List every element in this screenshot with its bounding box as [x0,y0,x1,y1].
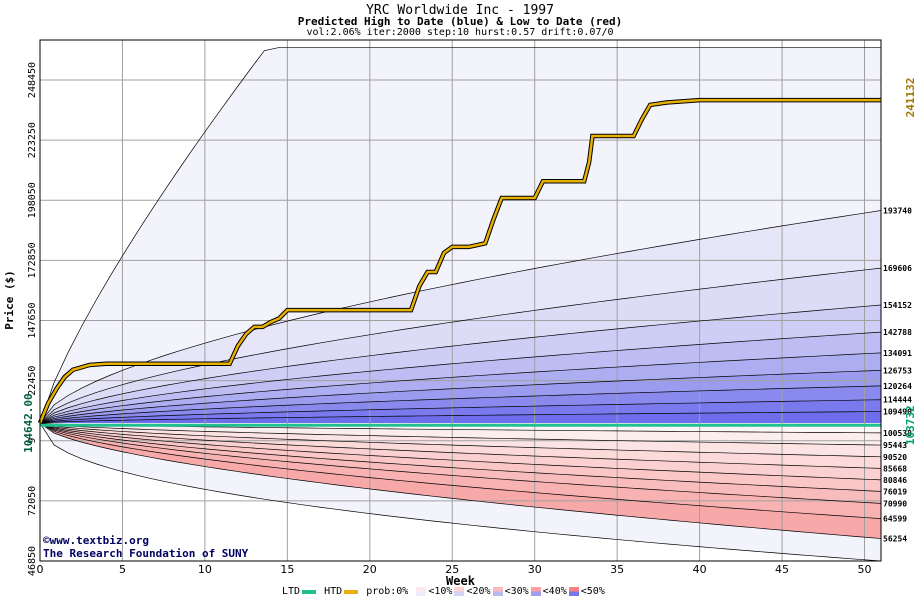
y-axis-label: Price ($) [3,270,16,330]
legend-prob-item: <10% [428,586,453,597]
x-tick-label: 25 [445,563,459,576]
legend-ltd-label: LTD [282,586,301,598]
percentile-label: 154152 [883,301,912,310]
percentile-label: 56254 [883,535,907,544]
percentile-label: 193740 [883,207,912,216]
plot-frame [39,39,882,562]
x-tick-label: 45 [775,563,789,576]
y-tick-label: 9 [27,438,38,444]
legend-prob-items: <10% <20% <30% <40% <50% [414,586,605,598]
percentile-curve [39,422,882,504]
legend-prob-item: <20% [466,586,491,597]
y-tick-label: 147650 [27,302,38,338]
legend-prob-swatch [454,587,465,596]
x-tick-label: 35 [610,563,624,576]
x-tick-label: 0 [37,563,44,576]
legend-prob-swatch [530,587,541,596]
percentile-lines [39,47,882,562]
outer-envelope-top [39,47,881,424]
x-axis-label: Week [446,574,476,588]
percentile-curve [39,385,882,424]
percentile-label: 100538 [883,429,912,438]
percentile-label: 70990 [883,499,907,508]
percentile-curve [39,422,882,458]
percentile-curve [39,331,882,424]
legend-htd-swatch [344,589,359,594]
chart-legend: LTD HTD prob:0% <10% <20% <30% <40% <50% [282,586,605,598]
percentile-label: 80846 [883,476,907,485]
legend-ltd-swatch [302,589,317,594]
percentile-curve [39,352,882,424]
x-tick-label: 15 [280,563,294,576]
y-tick-label: 22450 [27,366,38,396]
chart-subtitle: Predicted High to Date (blue) & Low to D… [297,15,623,28]
percentile-label: 90520 [883,453,907,462]
percentile-curve [39,422,882,446]
y-tick-label: 223250 [27,122,38,158]
percentile-curve [39,399,882,424]
percentile-curve [39,267,882,424]
percentile-label: 76019 [883,487,907,496]
percentile-label: 114444 [883,396,912,405]
legend-prob-swatch [416,587,427,596]
y-tick-label: 72050 [27,486,38,516]
percentile-curve [39,422,882,492]
grid-lines [39,40,881,562]
x-tick-label: 30 [528,563,542,576]
percentile-label: 64599 [883,515,907,524]
percentile-label: 95443 [883,441,907,450]
axes [39,39,882,562]
percentile-label: 169606 [883,264,912,273]
percentile-curve [39,411,882,424]
outer-envelope-bottom [39,422,882,562]
legend-prob-item: <40% [542,586,567,597]
y-tick-label: 172850 [27,242,38,278]
percentile-curve [39,210,882,424]
percentile-label: 126753 [883,366,912,375]
x-tick-label: 40 [693,563,707,576]
y-tick-label: 46850 [27,546,38,576]
percentile-label: 134091 [883,349,912,358]
y-tick-label: 198050 [27,182,38,218]
chart-parameters: vol:2.06% iter:2000 step:10 hurst:0.57 d… [306,27,614,38]
legend-prob-item: <30% [504,586,529,597]
legend-prob-label: prob:0% [366,586,409,598]
legend-prob-swatch [568,587,579,596]
probability-bands [40,40,881,561]
series-lines [37,97,881,427]
x-tick-label: 5 [119,563,126,576]
percentile-label: 120264 [883,382,912,391]
chart-title: YRC Worldwide Inc - 1997 [366,3,554,18]
axis-labels: 193740 169606 154152 142788 134091 126753 1202… [3,62,917,588]
x-tick-label: 20 [363,563,377,576]
percentile-curve [39,304,882,424]
legend-htd-label: HTD [324,586,343,598]
right-value-label: 103732 [904,405,917,445]
credits: ©www.textbiz.org The Research Foundation… [43,534,248,560]
legend-prob-swatch [492,587,503,596]
x-tick-label: 10 [198,563,212,576]
percentile-curve [39,422,882,539]
upper-band [40,411,881,424]
x-tick-label: 50 [858,563,872,576]
percentile-curve [39,422,882,469]
percentile-curve [39,422,882,481]
percentile-label: 142788 [883,328,912,337]
htd-line [38,98,881,424]
legend-prob-item: <50% [580,586,605,597]
start-price-label: 104642.00 [22,393,35,453]
percentile-label: 109490 [883,408,912,417]
percentile-curve [39,370,882,424]
credits-site: ©www.textbiz.org [43,534,149,547]
right-value-label: 241132 [904,78,917,118]
percentile-curve [39,422,882,520]
credits-org: The Research Foundation of SUNY [43,547,249,560]
y-tick-label: 248450 [27,62,38,98]
percentile-label: 85668 [883,464,907,473]
